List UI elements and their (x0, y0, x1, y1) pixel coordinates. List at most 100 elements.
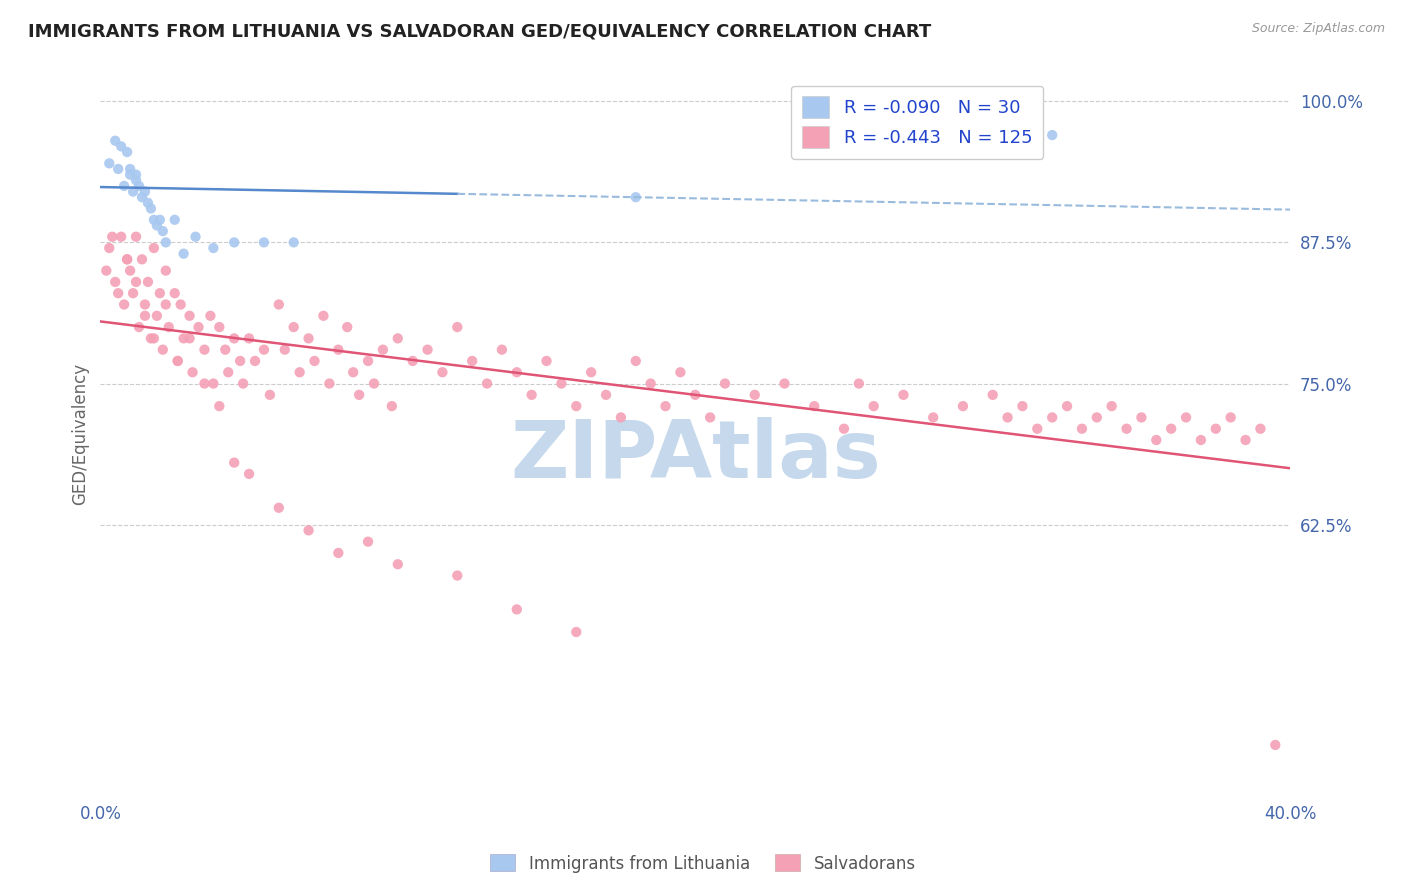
Point (224, 235, 246, 250)
Point (1144, 433, 1167, 447)
Point (357, 354, 380, 368)
Point (115, 145, 138, 159)
Point (283, 320, 305, 334)
Point (139, 202, 162, 216)
Point (981, 388, 1004, 402)
Point (149, 212, 172, 227)
Point (136, 195, 159, 210)
Point (997, 410, 1019, 425)
Text: IMMIGRANTS FROM LITHUANIA VS SALVADORAN GED/EQUIVALENCY CORRELATION CHART: IMMIGRANTS FROM LITHUANIA VS SALVADORAN … (28, 22, 931, 40)
Point (297, 331, 319, 345)
Point (104, 134, 127, 148)
Point (342, 365, 364, 379)
Point (1249, 422, 1271, 436)
Point (217, 365, 239, 379)
Point (328, 343, 350, 357)
Text: ZIPAtlas: ZIPAtlas (510, 417, 880, 495)
Point (134, 185, 156, 199)
Point (184, 229, 207, 244)
Point (312, 309, 335, 323)
Point (136, 275, 159, 289)
Y-axis label: GED/Equivalency: GED/Equivalency (72, 363, 89, 506)
Point (475, 376, 498, 391)
Point (125, 275, 148, 289)
Point (104, 275, 127, 289)
Point (155, 263, 177, 277)
Point (253, 343, 276, 357)
Point (134, 309, 156, 323)
Point (1040, 128, 1063, 142)
Point (461, 354, 484, 368)
Point (110, 229, 132, 244)
Point (155, 297, 177, 311)
Point (115, 252, 138, 267)
Point (1189, 433, 1212, 447)
Point (224, 456, 246, 470)
Point (506, 602, 529, 616)
Point (893, 388, 915, 402)
Point (336, 320, 359, 334)
Point (550, 376, 572, 391)
Point (387, 558, 409, 572)
Point (98, 156, 121, 170)
Point (149, 286, 172, 301)
Point (432, 365, 454, 379)
Point (952, 399, 974, 413)
Point (253, 235, 276, 250)
Point (803, 399, 825, 413)
Point (134, 297, 156, 311)
Point (402, 354, 425, 368)
Point (773, 376, 796, 391)
Point (387, 331, 409, 345)
Point (107, 161, 129, 176)
Point (520, 388, 543, 402)
Point (1234, 433, 1257, 447)
Point (131, 190, 153, 204)
Point (1160, 422, 1182, 436)
Point (1071, 422, 1094, 436)
Point (187, 320, 209, 334)
Point (714, 376, 737, 391)
Point (202, 241, 225, 255)
Point (142, 331, 165, 345)
Point (328, 546, 350, 560)
Legend: Immigrants from Lithuania, Salvadorans: Immigrants from Lithuania, Salvadorans (484, 847, 922, 880)
Point (122, 286, 145, 301)
Point (1205, 422, 1227, 436)
Point (267, 500, 290, 515)
Point (193, 343, 215, 357)
Point (1056, 399, 1078, 413)
Point (304, 354, 326, 368)
Point (288, 365, 311, 379)
Point (238, 331, 260, 345)
Point (163, 286, 186, 301)
Point (1219, 410, 1241, 425)
Point (565, 625, 588, 640)
Point (283, 235, 305, 250)
Point (595, 388, 617, 402)
Point (832, 422, 855, 436)
Point (120, 168, 142, 182)
Point (173, 331, 195, 345)
Point (318, 376, 340, 391)
Point (139, 331, 162, 345)
Point (274, 343, 297, 357)
Point (96, 263, 118, 277)
Point (224, 331, 246, 345)
Point (381, 399, 404, 413)
Point (744, 388, 766, 402)
Point (173, 246, 195, 260)
Point (163, 212, 186, 227)
Point (1011, 399, 1033, 413)
Point (200, 309, 222, 323)
Point (446, 568, 468, 582)
Point (112, 178, 135, 193)
Point (640, 376, 662, 391)
Point (624, 354, 647, 368)
Point (166, 354, 188, 368)
Point (146, 219, 169, 233)
Point (112, 297, 135, 311)
Point (142, 212, 165, 227)
Point (243, 354, 266, 368)
Point (862, 399, 884, 413)
